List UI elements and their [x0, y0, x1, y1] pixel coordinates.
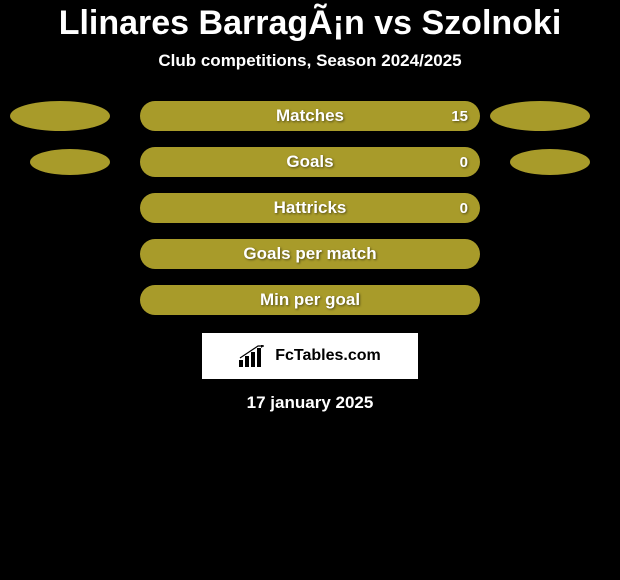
stat-right-value: 0: [460, 200, 468, 217]
stats-rows: 15 Matches 0 Goals 0 Hattricks Goals per match…: [0, 101, 620, 315]
stat-row: Min per goal: [0, 285, 620, 315]
stat-right-value: 15: [451, 108, 468, 125]
stat-row: 0 Hattricks: [0, 193, 620, 223]
brand-text: FcTables.com: [275, 347, 381, 365]
stat-pill: 0 Hattricks: [140, 193, 480, 223]
stat-label: Min per goal: [260, 290, 360, 310]
right-ellipse-marker: [510, 149, 590, 175]
subtitle-text: Club competitions, Season 2024/2025: [158, 51, 461, 70]
left-ellipse-marker: [30, 149, 110, 175]
left-ellipse-marker: [10, 101, 110, 131]
stat-row: 0 Goals: [0, 147, 620, 177]
page-subtitle: Club competitions, Season 2024/2025: [0, 51, 620, 71]
stat-row: Goals per match: [0, 239, 620, 269]
stat-label: Goals per match: [243, 244, 376, 264]
date-text: 17 january 2025: [247, 393, 374, 412]
stat-row: 15 Matches: [0, 101, 620, 131]
page-title: Llinares BarragÃ¡n vs Szolnoki: [0, 0, 620, 43]
stat-pill: Goals per match: [140, 239, 480, 269]
stat-right-value: 0: [460, 154, 468, 171]
brand-box: FcTables.com: [202, 333, 418, 379]
stat-pill: 0 Goals: [140, 147, 480, 177]
brand-bars-icon: [239, 345, 269, 367]
title-text: Llinares BarragÃ¡n vs Szolnoki: [59, 4, 562, 42]
right-ellipse-marker: [490, 101, 590, 131]
stat-pill: 15 Matches: [140, 101, 480, 131]
date-label: 17 january 2025: [0, 393, 620, 413]
stat-label: Matches: [276, 106, 344, 126]
stat-pill: Min per goal: [140, 285, 480, 315]
stat-label: Hattricks: [274, 198, 347, 218]
stat-label: Goals: [286, 152, 333, 172]
